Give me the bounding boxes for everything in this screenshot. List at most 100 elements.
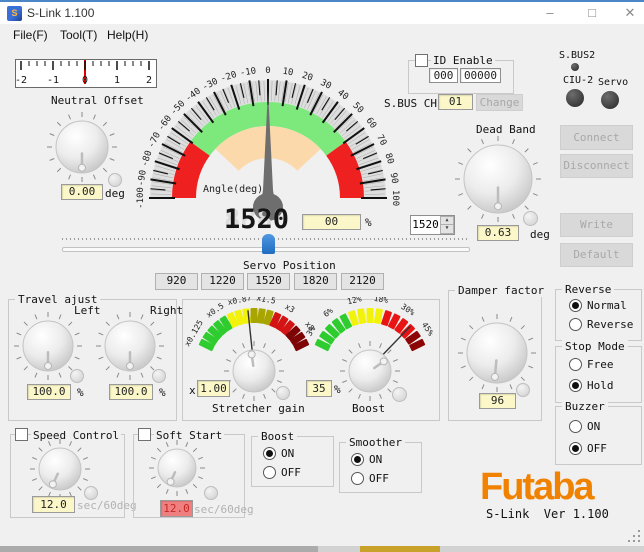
- travel-right-reset-button[interactable]: [152, 369, 166, 383]
- dead-band-knob[interactable]: [453, 134, 543, 228]
- gauge-percent-value[interactable]: 00: [302, 214, 361, 230]
- svg-text:1: 1: [114, 75, 120, 85]
- menu-file[interactable]: File(F): [13, 28, 48, 42]
- svg-text:-40: -40: [184, 86, 203, 104]
- speed-control-value[interactable]: 12.0: [32, 496, 75, 513]
- speed-control-reset-button[interactable]: [84, 486, 98, 500]
- svg-text:30%: 30%: [399, 302, 416, 318]
- neutral-offset-knob[interactable]: [45, 110, 119, 188]
- smoother-option-off[interactable]: OFF: [351, 472, 389, 485]
- soft-start-reset-button[interactable]: [204, 486, 218, 500]
- menu-tool[interactable]: Tool(T): [60, 28, 98, 42]
- id-field-short[interactable]: 000: [429, 68, 458, 83]
- servo-preset-920[interactable]: 920: [155, 273, 198, 290]
- radio-icon: [351, 472, 364, 485]
- svg-text:70: 70: [374, 133, 388, 147]
- sbus-ch-value[interactable]: 01: [438, 94, 473, 110]
- svg-text:x1.5: x1.5: [256, 297, 277, 306]
- speed-control-label: Speed Control: [31, 429, 122, 442]
- svg-text:40: 40: [335, 88, 350, 102]
- connect-button[interactable]: Connect: [560, 125, 633, 150]
- stop-mode-group: Stop Mode Free Hold: [555, 340, 642, 403]
- neutral-offset-reset-button[interactable]: [108, 173, 122, 187]
- soft-start-knob[interactable]: [147, 438, 207, 502]
- smoother-group: Smoother ON OFF: [339, 436, 422, 493]
- svg-text:x3: x3: [283, 302, 296, 315]
- servo-preset-2120[interactable]: 2120: [341, 273, 384, 290]
- disconnect-button[interactable]: Disconnect: [560, 154, 633, 178]
- maximize-button[interactable]: □: [588, 5, 596, 20]
- digital-value: 1520: [224, 204, 290, 235]
- minimize-button[interactable]: –: [546, 5, 554, 20]
- change-button[interactable]: Change: [476, 94, 523, 111]
- boost-option-off[interactable]: OFF: [263, 466, 301, 479]
- servo-position-label: Servo Position: [243, 259, 336, 272]
- svg-text:12%: 12%: [346, 297, 362, 306]
- stop-mode-option-free[interactable]: Free: [569, 358, 614, 371]
- smoother-option-on[interactable]: ON: [351, 453, 382, 466]
- boost-reset-button[interactable]: [392, 387, 407, 402]
- servo-preset-1820[interactable]: 1820: [294, 273, 337, 290]
- version-text: S-Link Ver 1.100: [486, 507, 609, 521]
- travel-left-knob[interactable]: [12, 310, 84, 386]
- boost-option-on[interactable]: ON: [263, 447, 294, 460]
- option-label: ON: [281, 447, 295, 460]
- soft-start-value[interactable]: 12.0: [160, 500, 193, 517]
- travel-right-value[interactable]: 100.0: [109, 384, 153, 400]
- boost-value[interactable]: 35: [306, 380, 332, 397]
- dead-band-reset-button[interactable]: [523, 211, 538, 226]
- travel-right-unit: %: [159, 386, 166, 399]
- buzzer-group: Buzzer ON OFF: [555, 400, 642, 465]
- stretcher-reset-button[interactable]: [276, 386, 290, 400]
- boost-switch-group: Boost ON OFF: [251, 430, 334, 487]
- damper-factor-knob[interactable]: [456, 312, 538, 398]
- svg-text:100: 100: [390, 190, 400, 206]
- neutral-offset-ruler: -2 -1 0 1 2: [15, 59, 157, 88]
- buzzer-option-off[interactable]: OFF: [569, 442, 607, 455]
- futaba-logo: Futaba: [480, 466, 595, 508]
- stretcher-value[interactable]: 1.00: [197, 380, 230, 397]
- damper-value[interactable]: 96: [479, 393, 516, 409]
- soft-start-unit: sec/60deg: [194, 503, 254, 516]
- reverse-label: Reverse: [562, 283, 615, 296]
- travel-left-reset-button[interactable]: [70, 369, 84, 383]
- resize-grip[interactable]: [626, 528, 640, 542]
- travel-adjust-label: Travel ajust: [15, 293, 101, 306]
- spinner-down-icon[interactable]: ▼: [440, 224, 454, 234]
- servo-preset-1520[interactable]: 1520: [247, 273, 290, 290]
- option-label: Hold: [587, 379, 614, 392]
- servo-preset-1220[interactable]: 1220: [201, 273, 244, 290]
- speed-control-checkbox[interactable]: [15, 428, 28, 441]
- stretcher-boost-group: [182, 299, 440, 421]
- stop-mode-label: Stop Mode: [562, 340, 628, 353]
- speed-control-knob[interactable]: [28, 437, 92, 505]
- menu-help[interactable]: Help(H): [107, 28, 149, 42]
- write-button[interactable]: Write: [560, 213, 633, 237]
- travel-left-label: Left: [74, 304, 101, 317]
- stop-mode-option-hold[interactable]: Hold: [569, 379, 614, 392]
- reverse-option-normal[interactable]: Normal: [569, 299, 627, 312]
- travel-right-knob[interactable]: [94, 310, 166, 386]
- neutral-offset-value[interactable]: 0.00: [61, 184, 103, 200]
- id-field-long[interactable]: 00000: [460, 68, 501, 83]
- servo-position-spinner[interactable]: 1520 ▲ ▼: [410, 215, 455, 235]
- svg-text:-60: -60: [156, 114, 174, 133]
- dead-band-value[interactable]: 0.63: [477, 225, 519, 241]
- close-button[interactable]: ✕: [624, 5, 636, 20]
- sbus-ch-label: S.BUS CH: [384, 97, 437, 110]
- servo-position-slider-thumb[interactable]: [262, 234, 275, 254]
- dead-band-unit: deg: [530, 228, 550, 241]
- boost-knob[interactable]: [338, 339, 402, 407]
- id-enable-checkbox[interactable]: [415, 54, 428, 67]
- stretcher-gain-knob[interactable]: [222, 339, 286, 407]
- radio-icon: [569, 442, 582, 455]
- soft-start-checkbox[interactable]: [138, 428, 151, 441]
- menu-bar: File(F) Tool(T) Help(H): [0, 24, 644, 44]
- buzzer-option-on[interactable]: ON: [569, 420, 600, 433]
- smoother-label: Smoother: [346, 436, 405, 449]
- default-button[interactable]: Default: [560, 243, 633, 267]
- damper-reset-button[interactable]: [516, 383, 530, 397]
- travel-left-value[interactable]: 100.0: [27, 384, 71, 400]
- reverse-option-reverse[interactable]: Reverse: [569, 318, 633, 331]
